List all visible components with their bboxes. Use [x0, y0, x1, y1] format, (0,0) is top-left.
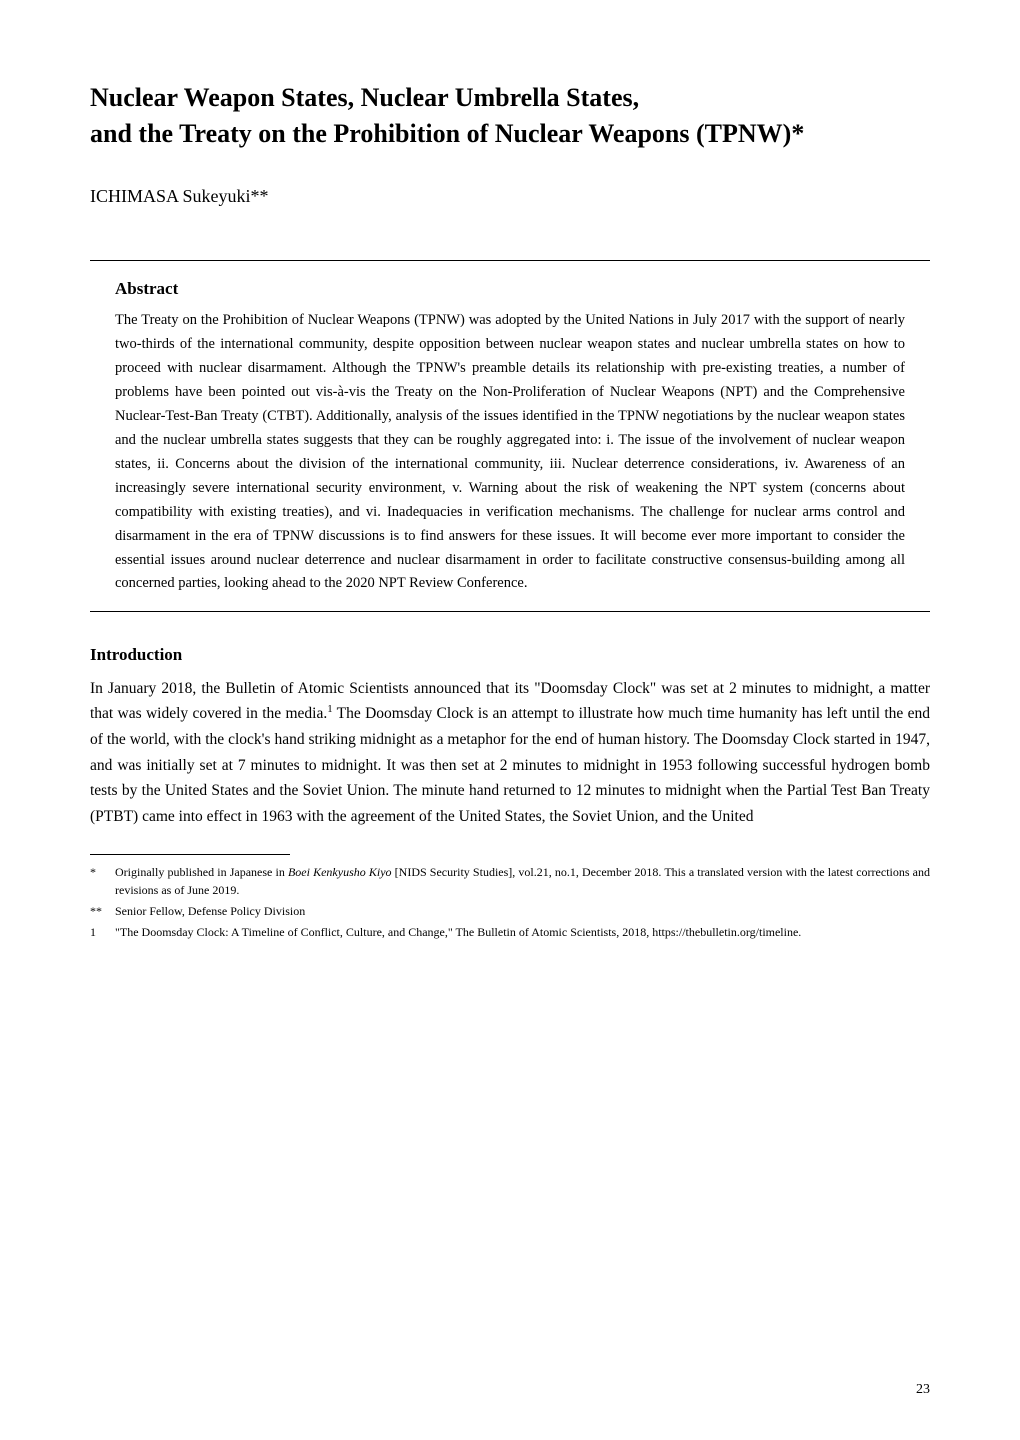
title-line-1: Nuclear Weapon States, Nuclear Umbrella …: [90, 83, 639, 112]
introduction-body: In January 2018, the Bulletin of Atomic …: [90, 676, 930, 830]
footnote-text: Senior Fellow, Defense Policy Division: [115, 902, 930, 920]
abstract-text: The Treaty on the Prohibition of Nuclear…: [115, 309, 905, 596]
bottom-divider: [90, 611, 930, 612]
top-divider: [90, 260, 930, 261]
footnote-divider: [90, 854, 290, 855]
footnote-text: "The Doomsday Clock: A Timeline of Confl…: [115, 923, 930, 941]
footnote-marker: *: [90, 863, 115, 899]
footnote-item: 1 "The Doomsday Clock: A Timeline of Con…: [90, 923, 930, 941]
footnote-item: * Originally published in Japanese in Bo…: [90, 863, 930, 899]
abstract-heading: Abstract: [115, 276, 905, 302]
abstract-section: Abstract The Treaty on the Prohibition o…: [90, 276, 930, 597]
author-name: ICHIMASA Sukeyuki**: [90, 183, 930, 210]
introduction-heading: Introduction: [90, 642, 930, 668]
page-number: 23: [916, 1379, 930, 1400]
footnotes-section: * Originally published in Japanese in Bo…: [90, 863, 930, 941]
footnote-item: ** Senior Fellow, Defense Policy Divisio…: [90, 902, 930, 920]
footnote-marker: **: [90, 902, 115, 920]
title-line-2: and the Treaty on the Prohibition of Nuc…: [90, 119, 804, 148]
footnote-text: Originally published in Japanese in Boei…: [115, 863, 930, 899]
paper-title: Nuclear Weapon States, Nuclear Umbrella …: [90, 80, 930, 153]
footnote-marker: 1: [90, 923, 115, 941]
